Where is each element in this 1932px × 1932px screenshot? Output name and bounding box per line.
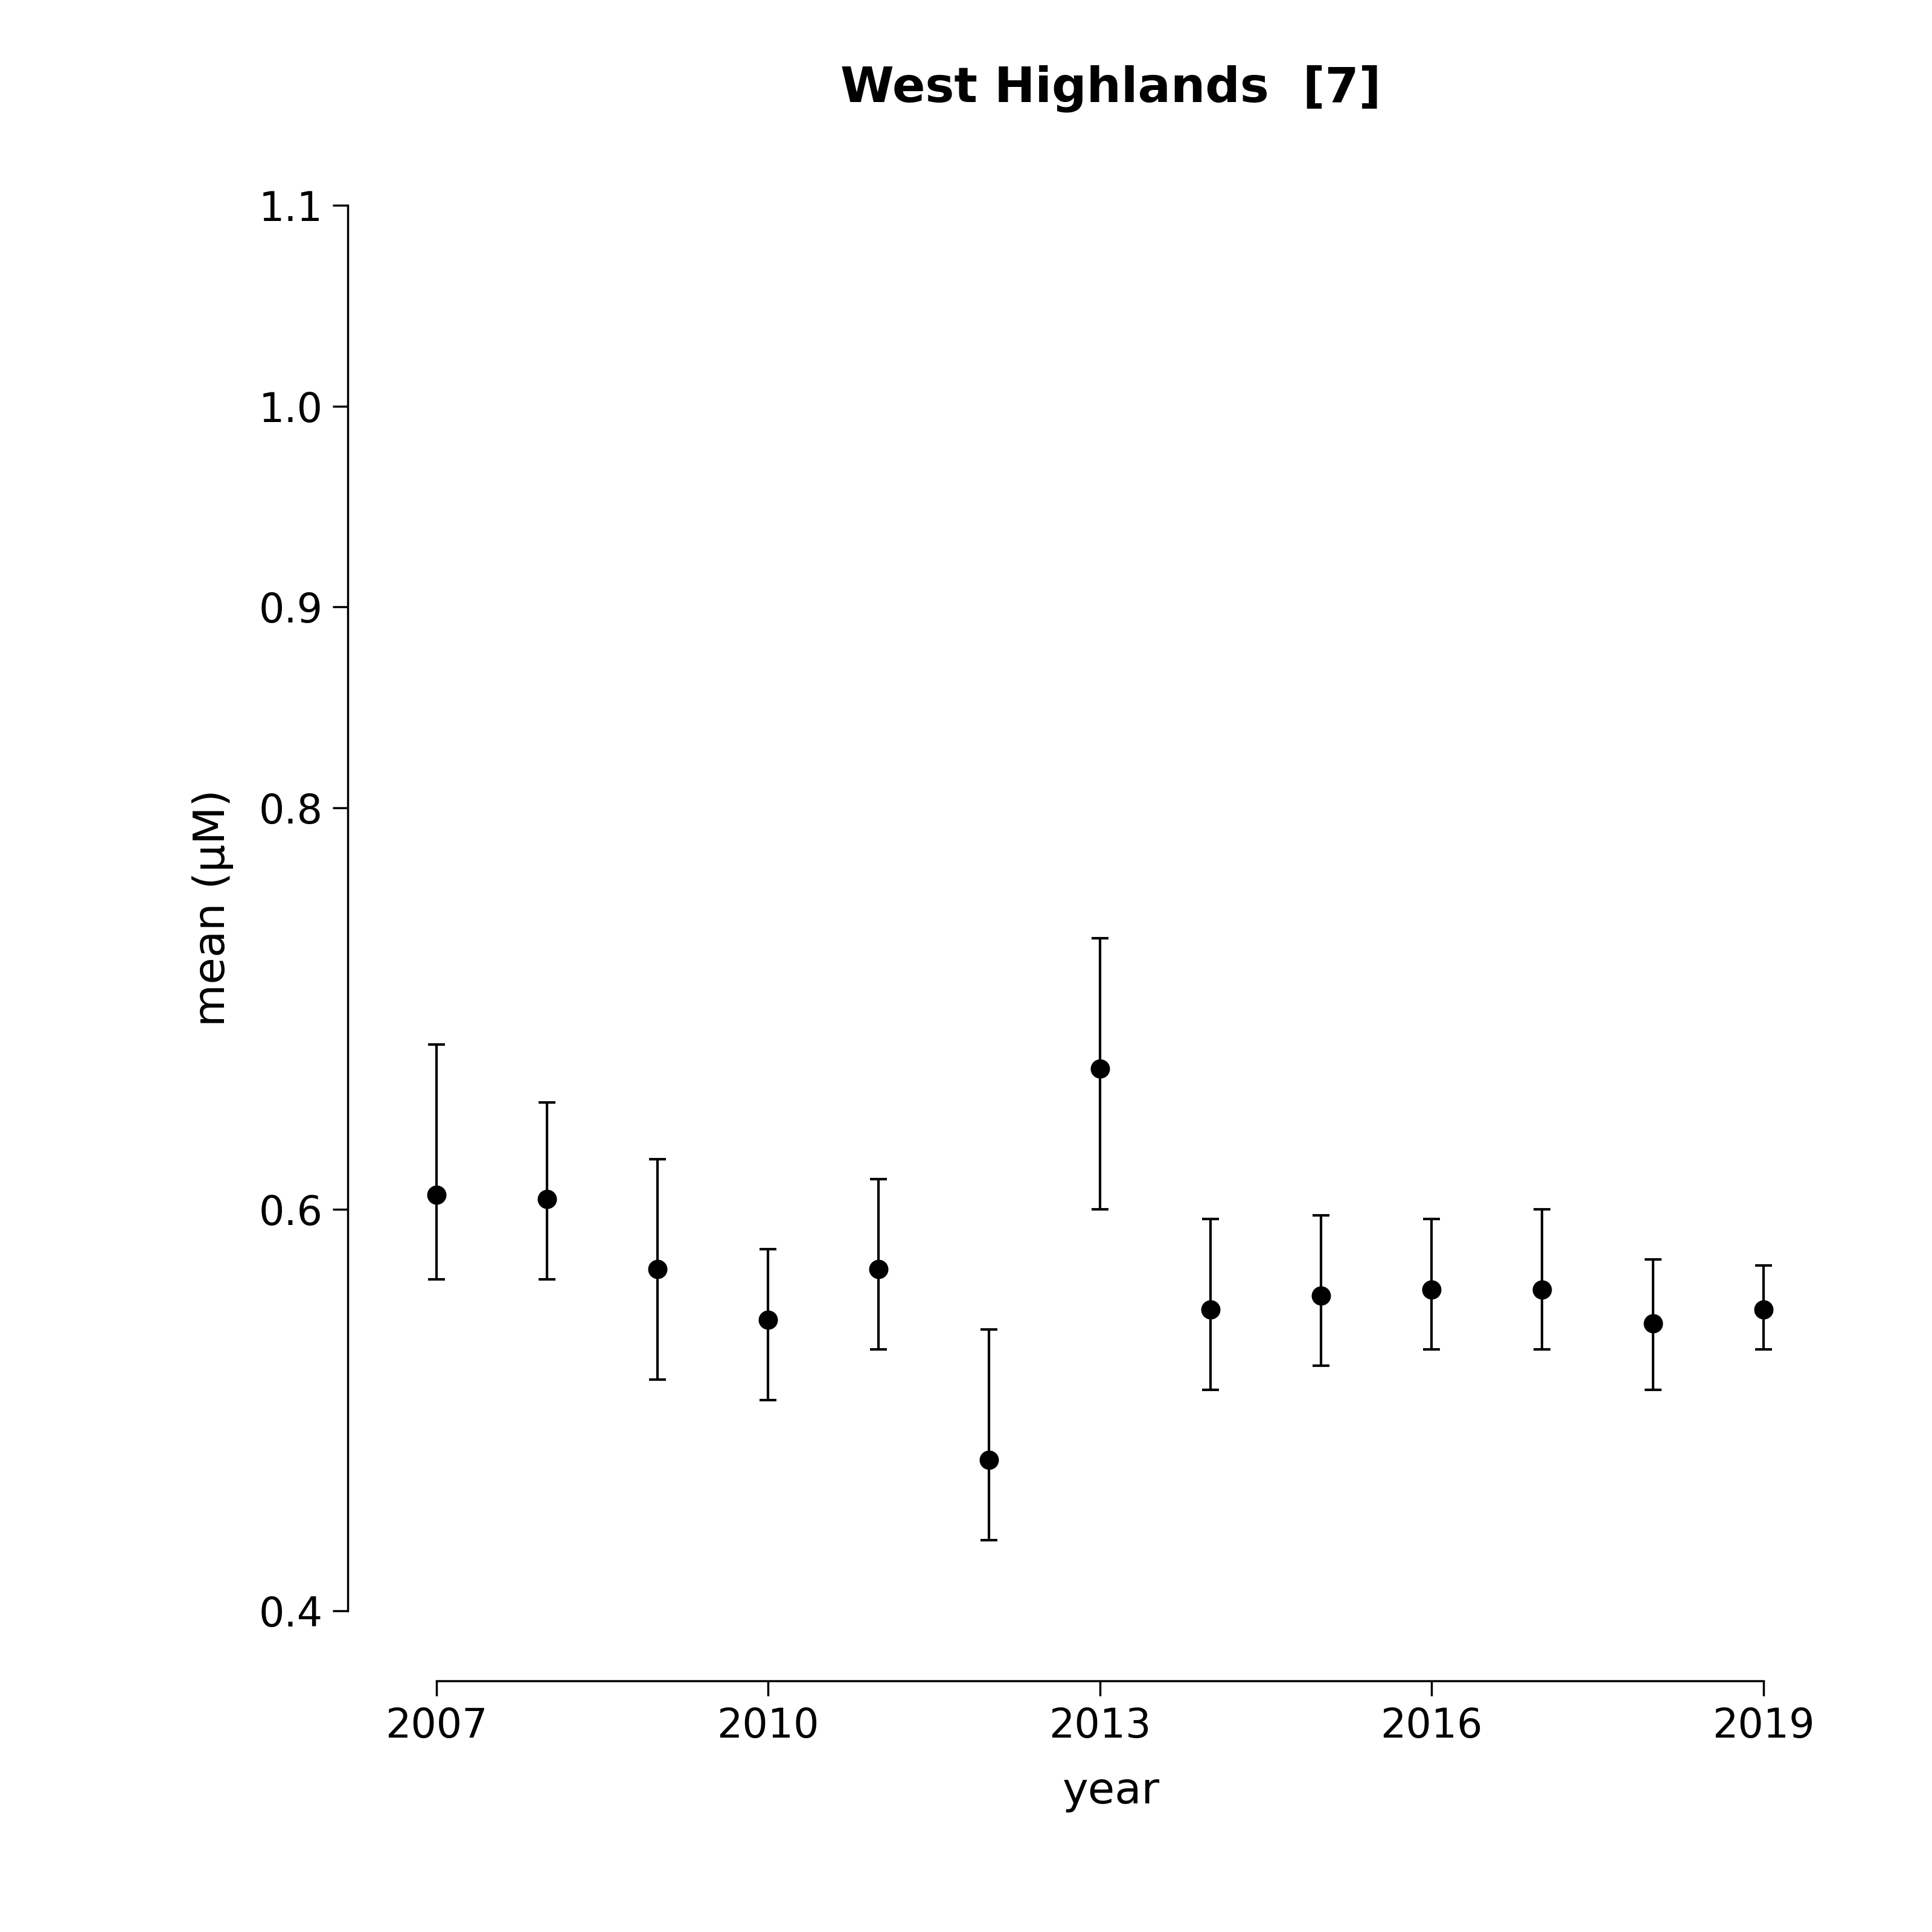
X-axis label: year: year <box>1063 1772 1159 1812</box>
Y-axis label: mean (μM): mean (μM) <box>191 790 234 1026</box>
Title: West Highlands  [7]: West Highlands [7] <box>840 66 1381 112</box>
